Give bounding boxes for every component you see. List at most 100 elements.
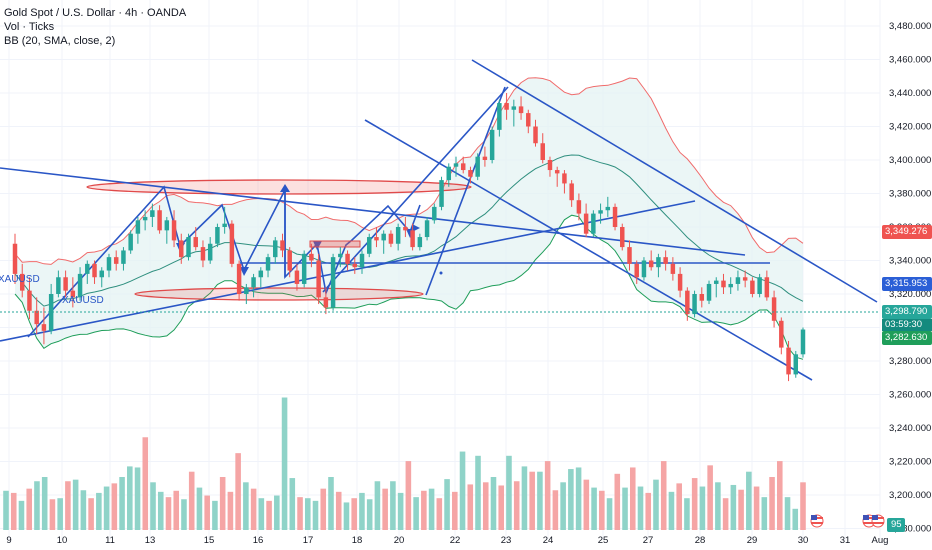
volume-bar [560, 482, 566, 530]
candle-body [12, 243, 18, 274]
candle-body [236, 263, 242, 294]
volume-bar [390, 481, 396, 530]
candle-body [417, 237, 423, 248]
volume-bar [281, 397, 288, 530]
volume-bar [629, 467, 636, 530]
price-tick-label: 3,420.000 [889, 122, 931, 133]
price-tick-label: 3,260.000 [889, 390, 931, 401]
candle-body [598, 210, 603, 214]
volume-bar [800, 482, 806, 530]
time-axis[interactable]: 9 10 11 13 15 16 17 18 20 22 23 24 25 27 28 29 30 31 Aug [6, 535, 888, 546]
time-tick-label: 29 [747, 535, 758, 546]
candle-body [410, 230, 415, 248]
candle-body [460, 163, 466, 171]
candle-body [113, 257, 119, 264]
volume-bar [18, 500, 25, 530]
volume-bar [421, 490, 427, 530]
volume-bar [777, 461, 783, 530]
volume-bar [335, 491, 342, 530]
volume-bar [606, 498, 613, 530]
candle-body [345, 253, 350, 264]
volume-bar [684, 498, 690, 530]
volume-bar [65, 481, 71, 530]
candle-body [186, 237, 191, 258]
trendline-long-ascending [0, 200, 696, 342]
volume-bar [49, 499, 56, 530]
volume-bar [792, 508, 799, 530]
candle-body [258, 270, 264, 278]
us-flag-icon[interactable] [871, 514, 885, 528]
candle-body [497, 103, 502, 130]
candle-body [786, 347, 791, 375]
candle-body [728, 283, 733, 288]
candle-body [135, 220, 141, 234]
candle-body [128, 233, 133, 251]
bb-upper-price-badge: 3,349.276 [882, 225, 932, 239]
candle-body [301, 253, 307, 284]
volume-bar [196, 487, 203, 530]
candle-body [294, 270, 300, 284]
candle-body [403, 227, 408, 231]
volume-bar [537, 471, 543, 530]
volume-bar [34, 481, 40, 530]
candle-body [677, 273, 683, 291]
candle-body [48, 294, 54, 331]
volume-bar [622, 487, 628, 530]
volume-indicator-label[interactable]: Vol · Ticks [4, 21, 55, 33]
us-flag-icon[interactable] [810, 514, 824, 528]
volume-bar [96, 492, 102, 530]
candle-body [70, 290, 76, 298]
volume-bar [397, 492, 404, 530]
time-tick-label: Aug [872, 535, 889, 546]
price-tick-label: 3,440.000 [889, 88, 931, 99]
time-tick-label: 22 [450, 535, 461, 546]
candle-body [793, 354, 799, 375]
trendline-steep-a [322, 86, 509, 293]
candle-body [771, 297, 777, 321]
volume-bar [691, 478, 698, 530]
candle-body [482, 156, 488, 160]
candle-body [19, 273, 25, 291]
candle-body [518, 106, 524, 114]
symbol-title[interactable]: Gold Spot / U.S. Dollar · 4h · OANDA [4, 7, 187, 19]
candle-body [656, 257, 661, 268]
bb-lower-line [14, 214, 804, 360]
arrow-down-icon [240, 267, 249, 276]
candle-body [648, 260, 654, 268]
candle-body [670, 263, 676, 274]
volume-bar [668, 491, 675, 530]
candle-body [395, 227, 401, 244]
candle-body [620, 227, 625, 248]
candle-body [721, 280, 726, 288]
bb-lower-price-badge: 3,282.630 [882, 331, 932, 345]
candle-body [366, 237, 372, 254]
candle-body [106, 257, 112, 271]
symbol-label-left: XAUUSD [0, 274, 40, 285]
trendline-steep-b [425, 86, 506, 296]
candle-body [562, 173, 567, 184]
volume-bar [444, 479, 450, 530]
bb-indicator-label[interactable]: BB (20, SMA, close, 2) [4, 35, 116, 47]
volume-bar [482, 482, 489, 530]
candle-body [547, 160, 553, 171]
price-tick-label: 3,480.000 [889, 21, 931, 32]
candle-body [41, 324, 47, 331]
time-tick-label: 27 [643, 535, 654, 546]
candle-body [569, 183, 574, 201]
candle-body [287, 250, 292, 271]
arrow-down-icon [313, 241, 322, 250]
candle-body [207, 243, 213, 261]
volume-bar [243, 482, 249, 530]
candle-body [735, 277, 741, 284]
candle-body [171, 220, 177, 241]
volume-bar [111, 483, 118, 530]
candle-body [439, 180, 444, 207]
volume-badge: 95 [887, 518, 905, 532]
volume-bar [784, 497, 791, 530]
arrow-up-icon [280, 184, 290, 192]
volume-bar [3, 490, 9, 530]
volume-bar [250, 488, 257, 530]
candle-body [446, 166, 452, 181]
candle-body [779, 320, 784, 348]
bar-countdown: 03:59:30 [882, 319, 932, 331]
